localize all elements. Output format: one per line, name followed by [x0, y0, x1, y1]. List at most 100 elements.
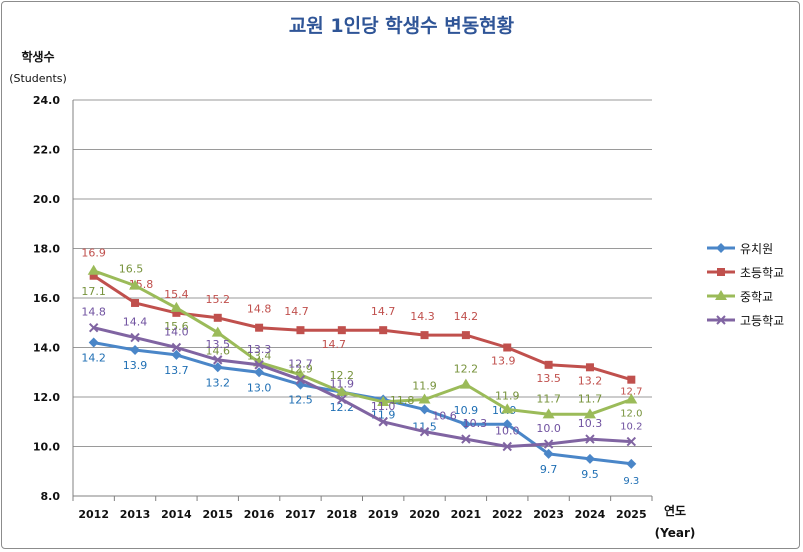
y-axis-title: 학생수 — [21, 50, 55, 64]
data-label: 17.1 — [81, 285, 106, 298]
series-line — [93, 326, 632, 448]
data-point — [296, 326, 305, 335]
x-tick-label: 2018 — [327, 508, 358, 521]
y-tick-label: 20.0 — [33, 193, 60, 206]
x-tick-label: 2013 — [120, 508, 151, 521]
data-point — [295, 374, 306, 385]
data-label: 13.9 — [123, 359, 148, 372]
y-tick-label: 14.0 — [33, 342, 60, 355]
x-tick-label: 2025 — [616, 508, 647, 521]
data-point — [625, 393, 638, 404]
data-point — [584, 453, 595, 464]
data-label: 13.2 — [578, 374, 603, 387]
data-label: 15.6 — [164, 320, 189, 333]
legend-swatch — [707, 315, 735, 325]
legend-item: 유치원 — [706, 236, 784, 260]
legend-label: 중학교 — [740, 289, 774, 304]
data-point — [130, 332, 140, 343]
data-point — [542, 408, 555, 419]
data-label: 10.3 — [463, 417, 488, 430]
data-point — [335, 386, 348, 397]
legend-swatch — [707, 290, 735, 300]
y-axis-label: 학생수 (Students) — [6, 46, 70, 90]
data-label: 14.7 — [371, 305, 396, 318]
y-tick-label: 22.0 — [33, 144, 60, 157]
data-label: 14.7 — [284, 305, 309, 318]
data-label: 14.8 — [247, 303, 272, 316]
data-label: 11.7 — [536, 392, 561, 405]
data-point — [543, 448, 554, 459]
data-label: 13.3 — [247, 343, 272, 356]
data-label: 13.5 — [206, 338, 231, 351]
data-label: 10.6 — [432, 410, 457, 423]
x-tick-label: 2019 — [368, 508, 399, 521]
data-label: 11.8 — [390, 394, 415, 407]
data-point — [254, 360, 264, 370]
y-axis-subtitle: (Students) — [9, 72, 67, 85]
data-label: 11.9 — [412, 379, 437, 392]
data-label: 12.0 — [620, 408, 642, 419]
chart-title: 교원 1인당 학생수 변동현황 — [288, 15, 515, 37]
x-tick-label: 2015 — [202, 508, 233, 521]
data-point — [459, 378, 472, 389]
legend-item: 고등학교 — [706, 308, 784, 332]
data-point — [213, 355, 223, 365]
x-tick-label: 2023 — [533, 508, 564, 521]
x-axis-label: 연도 (Year) — [650, 500, 700, 544]
x-tick-label: 2020 — [409, 508, 440, 521]
data-label: 10.2 — [620, 422, 642, 433]
data-point — [337, 326, 346, 335]
data-point — [502, 419, 513, 430]
data-label: 16.5 — [119, 263, 144, 276]
x-axis-subtitle: (Year) — [654, 526, 696, 540]
x-tick-label: 2017 — [285, 508, 316, 521]
data-label: 11.9 — [330, 377, 355, 390]
data-point — [172, 308, 181, 317]
y-tick-label: 16.0 — [33, 292, 60, 305]
data-point — [89, 271, 98, 280]
data-label: 13.5 — [536, 372, 561, 385]
data-point — [626, 436, 637, 447]
x-tick-label: 2024 — [575, 508, 606, 521]
data-point — [585, 363, 594, 372]
data-label: 12.7 — [288, 358, 313, 371]
data-label: 14.2 — [81, 352, 106, 365]
data-point — [461, 331, 470, 340]
data-point — [418, 393, 431, 404]
data-point — [213, 313, 222, 322]
y-tick-label: 8.0 — [41, 490, 61, 503]
data-point — [583, 408, 596, 419]
data-point — [171, 342, 182, 353]
data-point — [627, 375, 636, 384]
data-label: 13.7 — [164, 364, 189, 377]
data-label: 12.7 — [620, 387, 642, 398]
data-label: 14.3 — [410, 310, 435, 323]
data-label: 14.4 — [123, 316, 148, 329]
x-tick-label: 2014 — [161, 508, 192, 521]
data-label: 12.9 — [288, 363, 313, 376]
data-point — [419, 404, 430, 415]
data-label: 14.6 — [206, 345, 231, 358]
y-tick-label: 24.0 — [33, 94, 60, 107]
data-label: 12.2 — [330, 369, 355, 382]
data-label: 10.0 — [536, 422, 561, 435]
data-label: 13.4 — [247, 349, 272, 362]
data-point — [87, 264, 100, 275]
x-axis-title: 연도 — [663, 504, 687, 518]
data-point — [131, 298, 140, 307]
series-line — [93, 269, 632, 416]
data-label: 13.9 — [491, 355, 516, 368]
data-label: 9.5 — [581, 468, 599, 481]
data-label: 13.0 — [247, 381, 272, 394]
data-point — [211, 326, 224, 337]
data-point — [420, 331, 429, 340]
y-tick-label: 12.0 — [33, 391, 60, 404]
data-point — [461, 434, 471, 444]
data-point — [502, 441, 512, 452]
data-label: 10.3 — [578, 417, 603, 430]
data-point — [377, 395, 390, 406]
data-label: 15.4 — [164, 288, 189, 301]
data-point — [543, 439, 554, 449]
data-point — [544, 360, 553, 369]
